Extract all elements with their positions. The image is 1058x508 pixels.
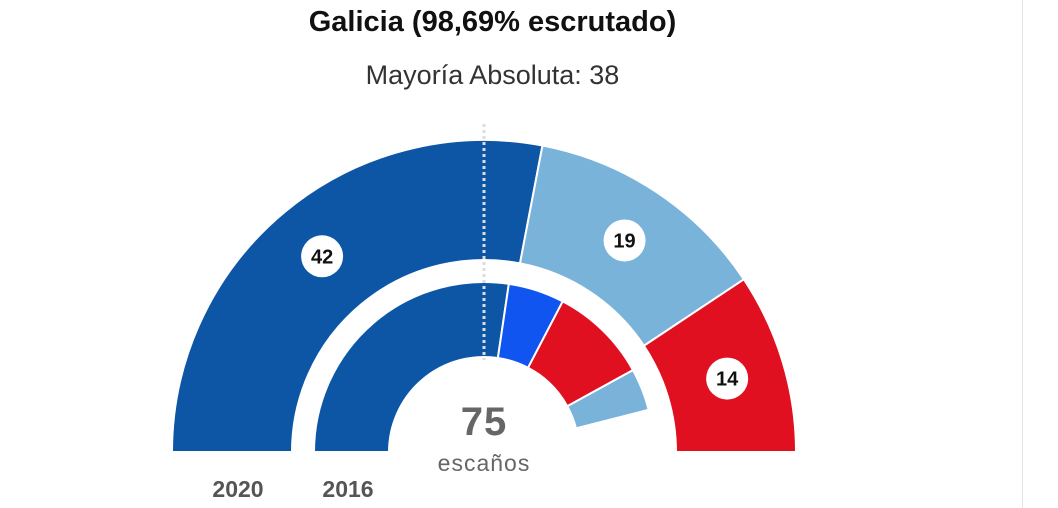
inner-ring-2016 [312, 281, 650, 453]
segment-2020-1 [170, 139, 544, 453]
ring-label-2020: 2020 [212, 476, 264, 502]
ring-label-2016: 2016 [322, 476, 374, 502]
outer-ring-labels: 42 19 14 [301, 219, 749, 400]
chart-title: Galicia (98,69% escrutado) [308, 6, 677, 38]
segment-2016-1 [312, 281, 510, 453]
seat-label-badge [301, 235, 344, 278]
segment-2016-4 [565, 368, 650, 430]
seat-label-badge [603, 219, 646, 262]
total-seats-value: 75 [460, 400, 508, 444]
seat-label-badge [706, 357, 749, 400]
seat-label-text: 42 [311, 246, 333, 268]
seat-label-text: 19 [613, 230, 635, 252]
seat-label-text: 14 [716, 369, 739, 391]
right-border [1022, 0, 1023, 508]
total-seats-unit: escaños [437, 450, 531, 476]
chart-subtitle: Mayoría Absoluta: 38 [365, 60, 620, 90]
